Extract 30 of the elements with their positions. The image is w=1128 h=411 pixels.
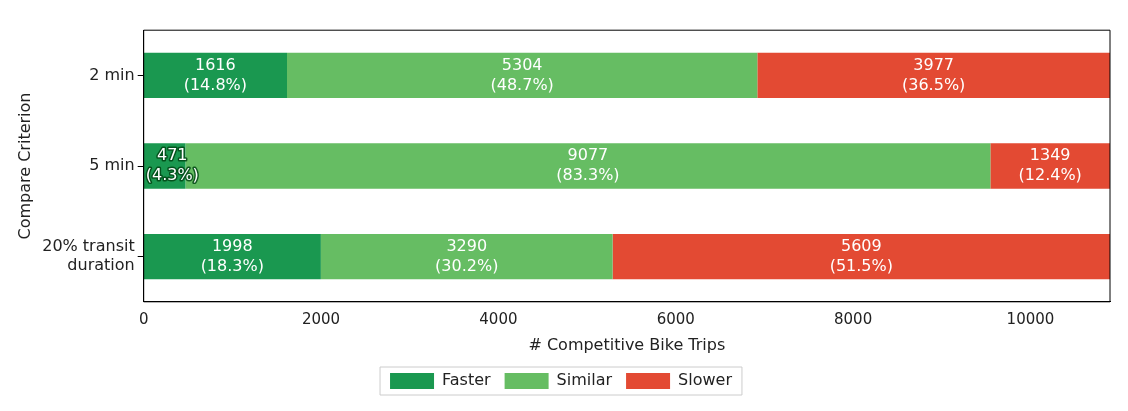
data-label: 1616 (14.8%): [183, 54, 248, 94]
data-label: 3977 (36.5%): [902, 54, 966, 94]
data-label: 1349 (12.4%): [1018, 145, 1082, 185]
data-label: 5304 (48.7%): [490, 54, 554, 94]
y-tick-label: 2 min: [89, 64, 135, 84]
y-tick-label: 5 min: [89, 155, 135, 175]
y-axis-title: Compare Criterion: [14, 92, 34, 240]
bar: [287, 52, 758, 99]
data-label: 3290 (30.2%): [435, 235, 499, 275]
x-tick-label: 4000: [479, 309, 518, 328]
x-tick-label: 2000: [301, 309, 341, 328]
data-label: 1998 (18.3%): [200, 235, 264, 275]
bar: [143, 233, 321, 280]
legend-label: Faster: [442, 370, 492, 390]
bar: [143, 52, 287, 99]
data-label: 471 (4.3%): [145, 145, 199, 185]
x-tick-label: 6000: [656, 309, 695, 328]
legend-label: Slower: [678, 370, 733, 390]
data-label: 5609 (51.5%): [829, 235, 893, 275]
legend-label: Similar: [556, 370, 613, 390]
bar: [757, 52, 1110, 99]
bar: [320, 233, 613, 280]
y-tick-label: 20% transit duration: [42, 236, 135, 275]
bar: [612, 233, 1110, 280]
x-tick-label: 0: [138, 309, 149, 328]
x-axis-title: # Competitive Bike Trips: [528, 334, 726, 354]
data-label: 9077 (83.3%): [556, 145, 620, 185]
x-tick-label: 8000: [834, 309, 873, 328]
bar: [990, 143, 1110, 189]
x-tick-label: 10000: [1006, 309, 1055, 328]
